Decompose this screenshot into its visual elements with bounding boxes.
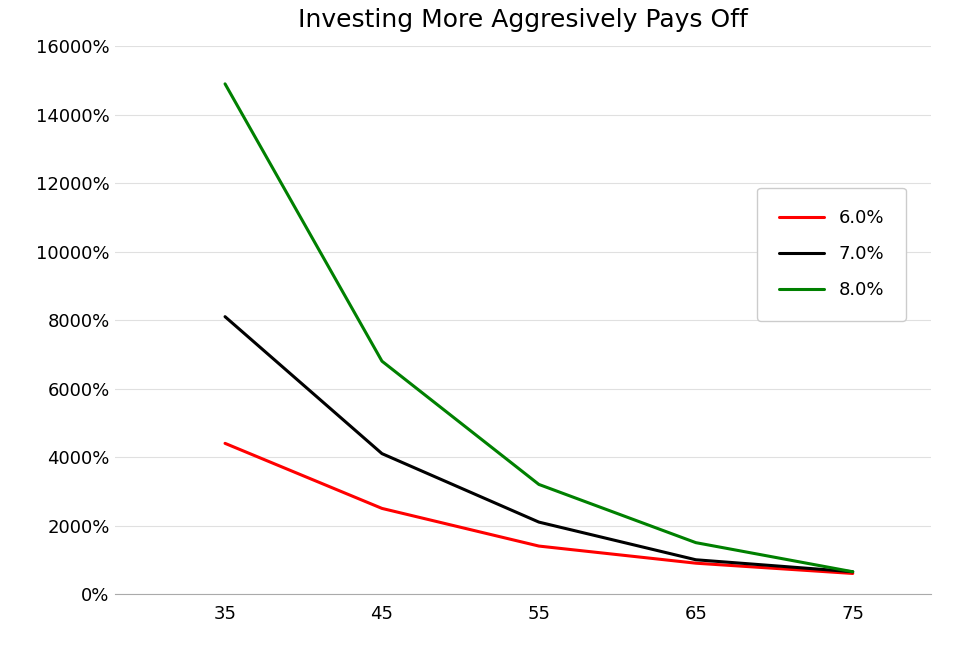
6.0% (847, 570, 858, 578)
8.0% (847, 568, 858, 576)
6.0% (533, 542, 544, 550)
8.0% (219, 80, 230, 88)
Title: Investing More Aggresively Pays Off: Investing More Aggresively Pays Off (299, 8, 748, 32)
8.0% (533, 480, 544, 488)
7.0% (690, 556, 702, 564)
7.0% (219, 313, 230, 321)
8.0% (690, 539, 702, 546)
6.0% (376, 504, 388, 512)
7.0% (847, 568, 858, 576)
6.0% (219, 440, 230, 447)
8.0% (376, 357, 388, 365)
7.0% (376, 449, 388, 457)
6.0% (690, 559, 702, 567)
Line: 8.0%: 8.0% (225, 84, 852, 572)
7.0% (533, 518, 544, 526)
Line: 6.0%: 6.0% (225, 444, 852, 574)
Line: 7.0%: 7.0% (225, 317, 852, 572)
Legend: 6.0%, 7.0%, 8.0%: 6.0%, 7.0%, 8.0% (757, 187, 906, 321)
